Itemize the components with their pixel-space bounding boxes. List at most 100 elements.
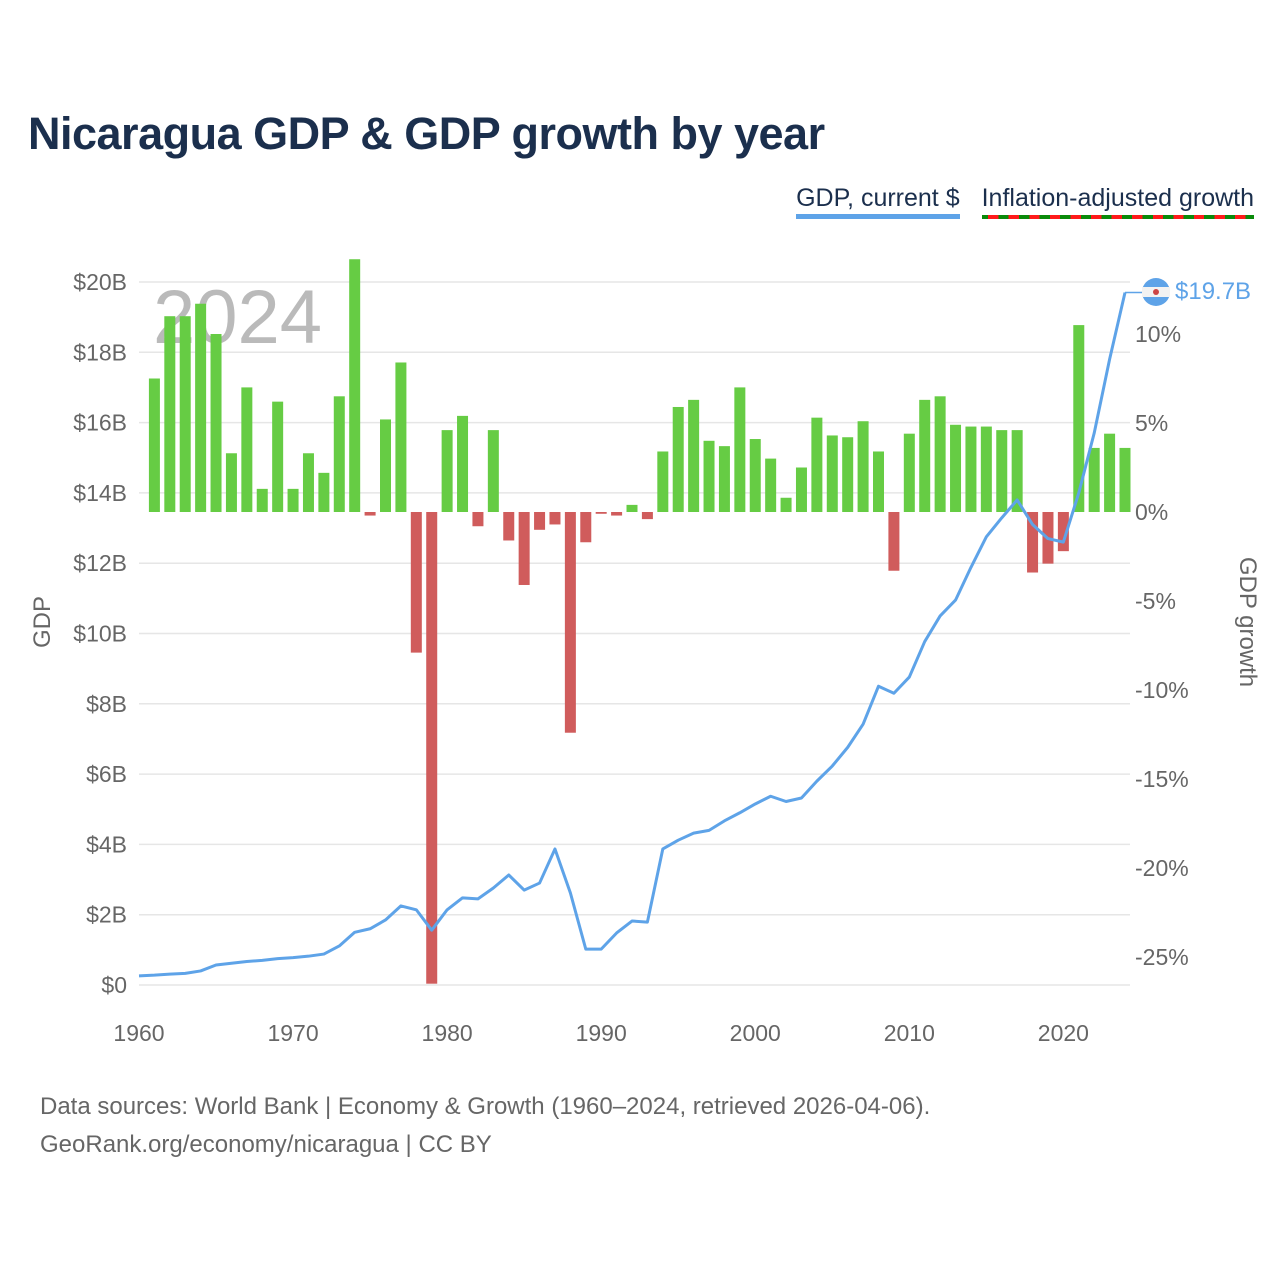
right-tick-label: -15% (1135, 766, 1189, 792)
year-watermark: 2024 (153, 275, 322, 360)
right-tick-label: -20% (1135, 855, 1189, 881)
right-axis-label: GDP growth (1234, 557, 1261, 687)
x-tick-label: 1990 (576, 1020, 627, 1046)
footer: Data sources: World Bank | Economy & Gro… (40, 1088, 930, 1164)
growth-bar (718, 446, 730, 512)
growth-bar (1104, 433, 1116, 512)
growth-bar (626, 504, 638, 512)
growth-bar (919, 399, 931, 512)
right-tick-label: -5% (1135, 588, 1176, 614)
growth-bar (611, 512, 623, 516)
left-tick-label: $4B (86, 831, 127, 857)
right-tick-label: 10% (1135, 321, 1181, 347)
left-axis-label: GDP (29, 596, 56, 648)
growth-bar (225, 453, 237, 512)
growth-bar (241, 387, 253, 512)
growth-bar (734, 387, 746, 512)
growth-bar (318, 472, 330, 512)
growth-bar (749, 439, 761, 512)
growth-bar (888, 512, 900, 571)
growth-bar (1057, 512, 1069, 552)
growth-bar (457, 415, 469, 512)
x-tick-label: 1970 (267, 1020, 318, 1046)
growth-bar (564, 512, 576, 733)
left-tick-label: $0 (101, 972, 127, 998)
growth-bar (426, 512, 438, 984)
right-tick-label: -10% (1135, 677, 1189, 703)
growth-bar (472, 512, 484, 527)
growth-bar (934, 396, 946, 512)
growth-bar (703, 440, 715, 512)
growth-bar (503, 512, 515, 541)
growth-bar (287, 488, 299, 512)
growth-bar (148, 378, 160, 512)
growth-bar (857, 421, 869, 512)
growth-bar (688, 399, 700, 512)
legend-item-gdp[interactable]: GDP, current $ (796, 184, 960, 219)
legend-item-growth[interactable]: Inflation-adjusted growth (981, 184, 1254, 219)
last-value-label: $19.7B (1175, 278, 1251, 305)
x-tick-label: 1960 (113, 1020, 164, 1046)
growth-bar (1073, 325, 1085, 512)
growth-bar (980, 426, 992, 512)
growth-bar (657, 451, 669, 512)
source-link[interactable]: GeoRank.org/economy/nicaragua | CC BY (40, 1131, 492, 1158)
x-tick-label: 2010 (884, 1020, 935, 1046)
growth-bar (164, 316, 176, 512)
gdp-line (138, 292, 1127, 978)
growth-bar (210, 334, 222, 512)
growth-bar (641, 512, 653, 520)
chart-title: Nicaragua GDP & GDP growth by year (28, 108, 825, 159)
x-tick-label: 1980 (422, 1020, 473, 1046)
left-tick-label: $6B (86, 761, 127, 787)
growth-bar (441, 430, 453, 512)
growth-bar (195, 303, 207, 512)
growth-bar (410, 512, 422, 653)
growth-bar (179, 316, 191, 512)
growth-bar (395, 362, 407, 512)
left-tick-label: $8B (86, 691, 127, 717)
source-note: Data sources: World Bank | Economy & Gro… (40, 1093, 931, 1120)
growth-bar (380, 419, 391, 512)
growth-bar (549, 512, 561, 525)
growth-bar (349, 259, 361, 512)
left-tick-label: $10B (73, 621, 127, 647)
left-tick-label: $2B (86, 902, 127, 928)
growth-bar (364, 512, 376, 516)
left-tick-label: $20B (73, 269, 127, 295)
legend: GDP, current $ Inflation-adjusted growth (796, 184, 1254, 219)
growth-bar (842, 437, 854, 512)
x-tick-label: 2000 (730, 1020, 781, 1046)
left-tick-label: $18B (73, 339, 127, 365)
flag-icon (1142, 278, 1170, 306)
growth-bar (1119, 447, 1131, 512)
growth-bar (333, 396, 345, 512)
growth-bar (672, 406, 684, 512)
growth-bar (765, 458, 777, 512)
growth-bar (1027, 512, 1039, 573)
growth-bar (302, 453, 314, 512)
left-tick-label: $16B (73, 410, 127, 436)
growth-bar (826, 435, 838, 512)
growth-bar (996, 430, 1008, 512)
growth-bar (811, 417, 823, 512)
growth-bar (873, 451, 884, 512)
growth-bar (950, 424, 962, 512)
right-tick-label: 5% (1135, 410, 1168, 436)
growth-bar (1088, 447, 1100, 512)
growth-bar (272, 401, 284, 512)
x-tick-label: 2020 (1038, 1020, 1089, 1046)
growth-bar (518, 512, 530, 585)
growth-bar (595, 512, 607, 514)
right-tick-label: -25% (1135, 944, 1189, 970)
growth-bar (795, 467, 807, 512)
growth-bar (487, 430, 499, 512)
right-tick-label: 0% (1135, 499, 1168, 525)
left-tick-label: $14B (73, 480, 127, 506)
growth-bar (1011, 430, 1023, 512)
growth-bar (965, 426, 977, 512)
growth-bar (780, 497, 792, 512)
growth-bar (256, 488, 268, 512)
growth-bar (580, 512, 592, 543)
